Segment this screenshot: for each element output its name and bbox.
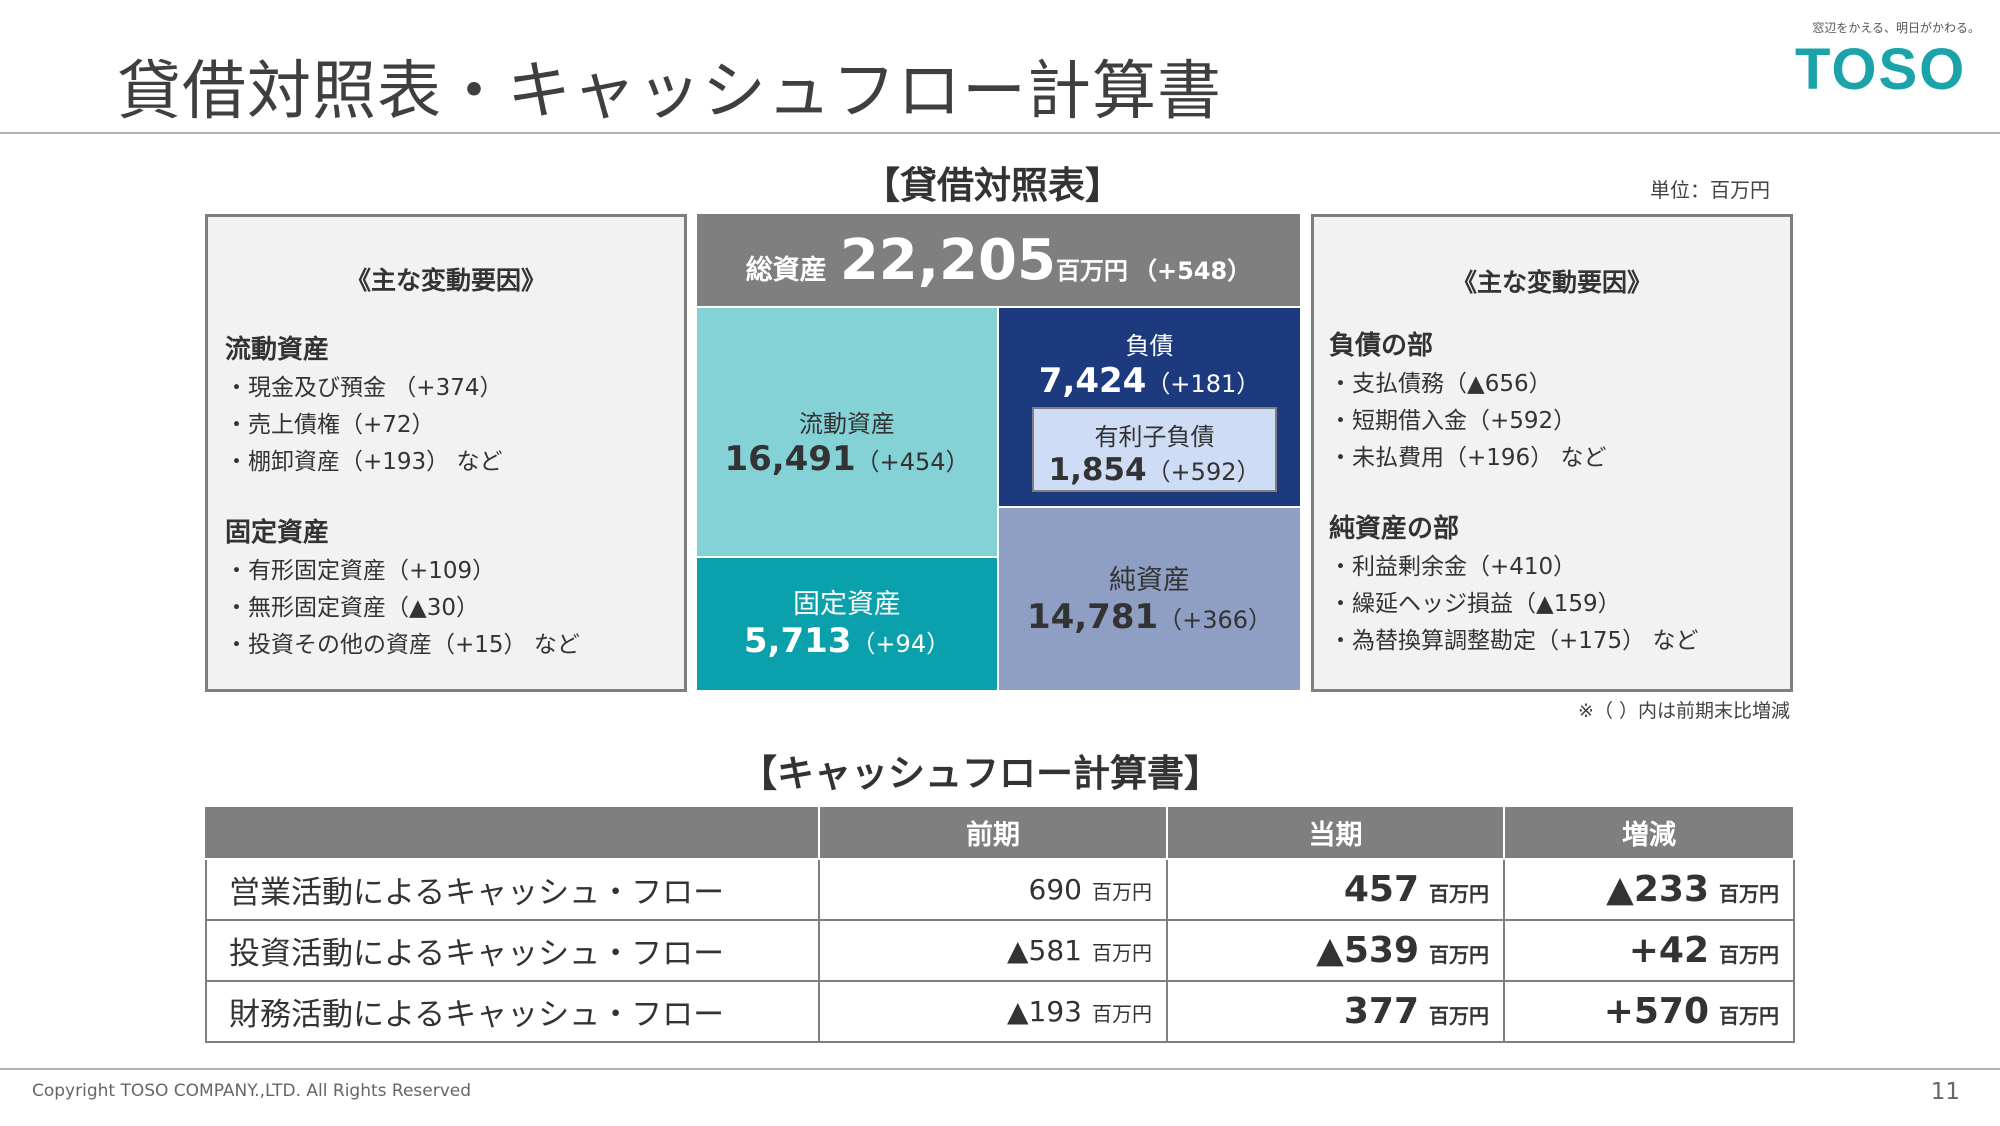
- curr-cell: 457 百万円: [1166, 858, 1505, 921]
- liabilities-diff: （+181）: [1146, 370, 1261, 398]
- factor-item: ・投資その他の資産（+15） など: [225, 632, 580, 658]
- interest-debt-diff: （+592）: [1146, 458, 1261, 486]
- factor-item: ・売上債権（+72）: [225, 412, 435, 438]
- column-header-diff: 増減: [1503, 805, 1795, 860]
- page-number: 11: [1930, 1079, 1960, 1105]
- column-header-prev: 前期: [818, 805, 1168, 860]
- net-assets-label: 純資産: [1109, 565, 1190, 596]
- curr-value: 457: [1343, 869, 1419, 910]
- total-assets-label: 総資産: [745, 255, 827, 286]
- prev-value: ▲193: [1007, 995, 1082, 1028]
- balance-sheet-footnote: ※（ ）内は前期末比増減: [1578, 700, 1790, 722]
- total-assets-banner: 総資産 22,205百万円 （+548）: [697, 214, 1300, 306]
- current-assets-diff: （+454）: [855, 448, 970, 476]
- row-label: 財務活動によるキャッシュ・フロー: [205, 980, 820, 1043]
- table-row: 営業活動によるキャッシュ・フロー 690 百万円 457 百万円 ▲233 百万円: [205, 858, 1795, 921]
- unit-note: 単位：百万円: [1650, 178, 1770, 202]
- curr-cell: ▲539 百万円: [1166, 919, 1505, 982]
- column-header-curr: 当期: [1166, 805, 1505, 860]
- cash-flow-table: 前期 当期 増減 営業活動によるキャッシュ・フロー 690 百万円 457 百万円 …: [205, 805, 1795, 1043]
- prev-cell: ▲581 百万円: [818, 919, 1168, 982]
- curr-value: ▲539: [1316, 930, 1419, 971]
- factor-item: ・有形固定資産（+109）: [225, 558, 496, 584]
- factor-item: ・為替換算調整勘定（+175） など: [1329, 628, 1699, 654]
- net-assets-value: 14,781: [1026, 597, 1159, 637]
- net-assets-block: 純資産 14,781（+366）: [999, 508, 1300, 690]
- factor-item: ・棚卸資産（+193） など: [225, 449, 503, 475]
- current-assets-block: 流動資産 16,491（+454）: [697, 308, 997, 556]
- diff-value: +570: [1603, 991, 1709, 1032]
- current-assets-label: 流動資産: [799, 410, 895, 438]
- factor-group-title: 純資産の部: [1329, 514, 1460, 544]
- interest-debt-value: 1,854: [1048, 452, 1147, 488]
- row-label: 営業活動によるキャッシュ・フロー: [205, 858, 820, 921]
- liabilities-value: 7,424: [1038, 361, 1147, 401]
- factor-group-title: 固定資産: [225, 518, 330, 548]
- cash-flow-title: 【キャッシュフロー計算書】: [740, 752, 1221, 795]
- unit-label: 百万円: [1092, 1002, 1152, 1026]
- fixed-assets-diff: （+94）: [851, 630, 951, 658]
- row-label: 投資活動によるキャッシュ・フロー: [205, 919, 820, 982]
- liabilities-label: 負債: [1125, 332, 1174, 360]
- factor-item: ・短期借入金（+592）: [1329, 408, 1577, 434]
- unit-label: 百万円: [1429, 882, 1489, 906]
- prev-value: ▲581: [1007, 934, 1082, 967]
- total-assets-unit: 百万円: [1055, 257, 1128, 285]
- right-factors-box: 《主な変動要因》 負債の部 ・支払債務（▲656） ・短期借入金（+592） ・…: [1311, 214, 1793, 692]
- interest-debt-label: 有利子負債: [1094, 423, 1215, 451]
- unit-label: 百万円: [1719, 1004, 1779, 1028]
- fixed-assets-value: 5,713: [743, 621, 852, 661]
- prev-value: 690: [1028, 873, 1082, 906]
- diff-cell: +42 百万円: [1503, 919, 1795, 982]
- page-title: 貸借対照表・キャッシュフロー計算書: [117, 55, 1222, 129]
- unit-label: 百万円: [1429, 943, 1489, 967]
- unit-label: 百万円: [1092, 941, 1152, 965]
- factor-item: ・繰延ヘッジ損益（▲159）: [1329, 591, 1621, 617]
- column-header: [205, 805, 820, 860]
- unit-label: 百万円: [1092, 880, 1152, 904]
- diff-cell: +570 百万円: [1503, 980, 1795, 1043]
- net-assets-diff: （+366）: [1158, 606, 1273, 634]
- factor-item: ・支払債務（▲656）: [1329, 371, 1552, 397]
- factor-item: ・現金及び預金 （+374）: [225, 375, 503, 401]
- right-factors-heading: 《主な変動要因》: [1451, 268, 1652, 297]
- table-row: 投資活動によるキャッシュ・フロー ▲581 百万円 ▲539 百万円 +42 百万円: [205, 919, 1795, 982]
- prev-cell: 690 百万円: [818, 858, 1168, 921]
- factor-item: ・未払費用（+196） など: [1329, 445, 1607, 471]
- fixed-assets-label: 固定資産: [793, 589, 901, 620]
- left-factors-heading: 《主な変動要因》: [345, 266, 546, 295]
- title-divider: [0, 132, 2000, 134]
- diff-value: +42: [1628, 930, 1709, 971]
- footer-divider: [0, 1068, 2000, 1070]
- factor-group-title: 負債の部: [1329, 331, 1434, 361]
- table-header-row: 前期 当期 増減: [205, 805, 1795, 860]
- left-factors-box: 《主な変動要因》 流動資産 ・現金及び預金 （+374） ・売上債権（+72） …: [205, 214, 687, 692]
- curr-value: 377: [1343, 991, 1419, 1032]
- factor-group-title: 流動資産: [225, 335, 330, 365]
- toso-logo: TOSO: [1795, 37, 1967, 102]
- total-assets-diff: （+548）: [1133, 257, 1252, 285]
- diff-value: ▲233: [1606, 869, 1709, 910]
- fixed-assets-block: 固定資産 5,713（+94）: [697, 558, 997, 690]
- current-assets-value: 16,491: [724, 439, 856, 479]
- interest-bearing-debt-block: 有利子負債 1,854（+592）: [1032, 407, 1277, 492]
- balance-sheet-title: 【貸借対照表】: [863, 164, 1122, 207]
- diff-cell: ▲233 百万円: [1503, 858, 1795, 921]
- table-row: 財務活動によるキャッシュ・フロー ▲193 百万円 377 百万円 +570 百万円: [205, 980, 1795, 1043]
- unit-label: 百万円: [1719, 943, 1779, 967]
- total-assets-value: 22,205: [839, 228, 1056, 293]
- factor-item: ・利益剰余金（+410）: [1329, 554, 1577, 580]
- copyright-text: Copyright TOSO COMPANY.,LTD. All Rights …: [32, 1081, 472, 1101]
- factor-item: ・無形固定資産（▲30）: [225, 595, 479, 621]
- unit-label: 百万円: [1719, 882, 1779, 906]
- curr-cell: 377 百万円: [1166, 980, 1505, 1043]
- unit-label: 百万円: [1429, 1004, 1489, 1028]
- company-tagline: 窓辺をかえる、明日がかわる。: [1812, 21, 1980, 35]
- prev-cell: ▲193 百万円: [818, 980, 1168, 1043]
